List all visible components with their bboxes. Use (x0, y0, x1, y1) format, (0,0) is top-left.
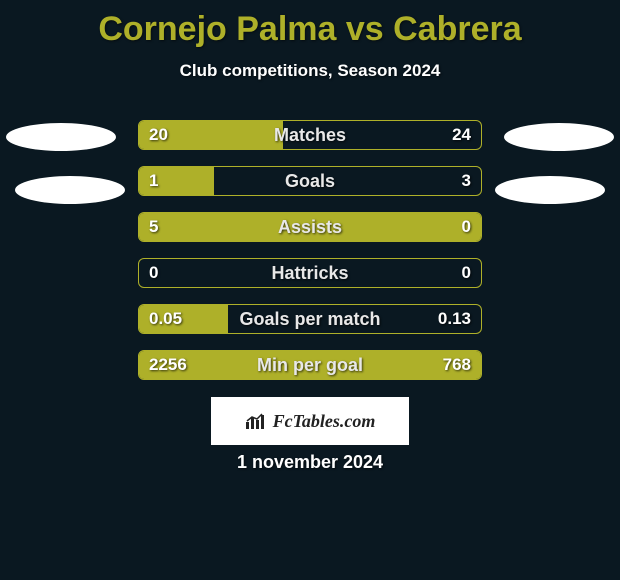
barchart-icon (245, 412, 267, 430)
site-name: FcTables.com (273, 411, 376, 432)
footer-date: 1 november 2024 (0, 452, 620, 473)
stat-bars: 2024Matches 13Goals 50Assists 00Hattricks 0.… (138, 120, 482, 396)
page-subtitle: Club competitions, Season 2024 (0, 61, 620, 81)
stat-label: Assists (139, 213, 481, 241)
avatar-placeholder-left-1 (6, 123, 116, 151)
stat-row: 2256768Min per goal (138, 350, 482, 380)
stat-row: 2024Matches (138, 120, 482, 150)
stat-row: 13Goals (138, 166, 482, 196)
stat-row: 00Hattricks (138, 258, 482, 288)
stat-label: Hattricks (139, 259, 481, 287)
page-title: Cornejo Palma vs Cabrera (0, 0, 620, 49)
avatar-placeholder-right-1 (504, 123, 614, 151)
stat-label: Matches (139, 121, 481, 149)
site-badge: FcTables.com (211, 397, 409, 445)
stat-label: Goals (139, 167, 481, 195)
stat-row: 50Assists (138, 212, 482, 242)
avatar-placeholder-left-2 (15, 176, 125, 204)
stat-row: 0.050.13Goals per match (138, 304, 482, 334)
stat-label: Goals per match (139, 305, 481, 333)
avatar-placeholder-right-2 (495, 176, 605, 204)
stat-label: Min per goal (139, 351, 481, 379)
